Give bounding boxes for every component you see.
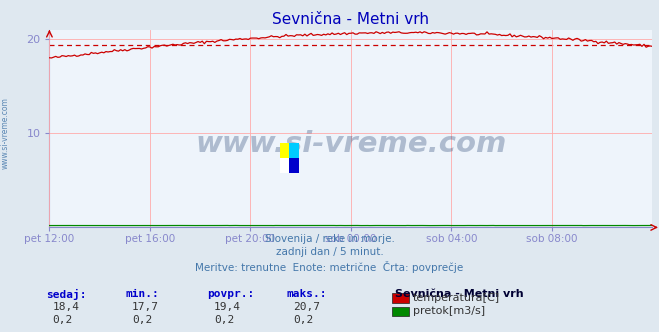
Text: Sevnična - Metni vrh: Sevnična - Metni vrh — [395, 289, 524, 299]
Text: 17,7: 17,7 — [132, 302, 159, 312]
Text: maks.:: maks.: — [287, 289, 327, 299]
Text: 0,2: 0,2 — [132, 315, 152, 325]
Text: 0,2: 0,2 — [53, 315, 73, 325]
Text: zadnji dan / 5 minut.: zadnji dan / 5 minut. — [275, 247, 384, 257]
Text: 0,2: 0,2 — [214, 315, 235, 325]
Text: www.si-vreme.com: www.si-vreme.com — [1, 97, 10, 169]
Bar — [280, 158, 289, 173]
Text: www.si-vreme.com: www.si-vreme.com — [195, 130, 507, 158]
Text: 20,7: 20,7 — [293, 302, 320, 312]
Text: temperatura[C]: temperatura[C] — [413, 293, 500, 303]
Text: sedaj:: sedaj: — [46, 289, 86, 300]
Text: pretok[m3/s]: pretok[m3/s] — [413, 306, 485, 316]
Bar — [280, 143, 289, 158]
Bar — [289, 143, 299, 158]
Text: min.:: min.: — [125, 289, 159, 299]
Text: povpr.:: povpr.: — [208, 289, 255, 299]
Title: Sevnična - Metni vrh: Sevnična - Metni vrh — [272, 12, 430, 27]
Text: 18,4: 18,4 — [53, 302, 80, 312]
Text: 19,4: 19,4 — [214, 302, 241, 312]
Text: 0,2: 0,2 — [293, 315, 314, 325]
Text: Slovenija / reke in morje.: Slovenija / reke in morje. — [264, 234, 395, 244]
Text: Meritve: trenutne  Enote: metrične  Črta: povprečje: Meritve: trenutne Enote: metrične Črta: … — [195, 261, 464, 273]
Bar — [289, 158, 299, 173]
